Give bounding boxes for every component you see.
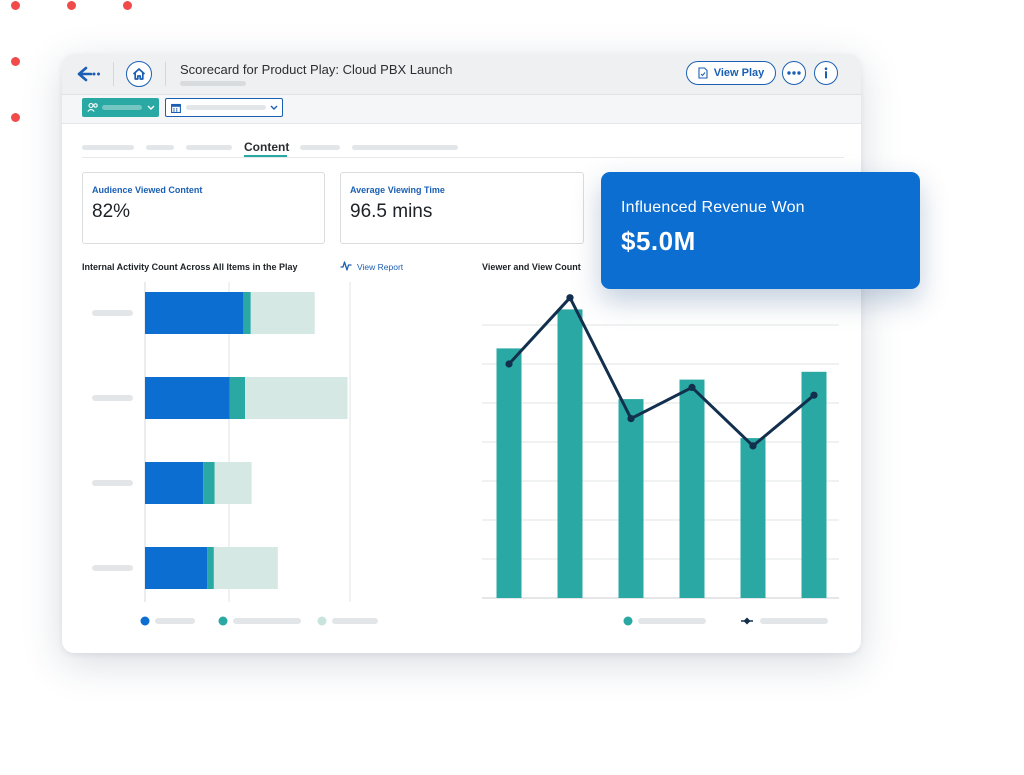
bar-segment	[245, 377, 348, 419]
date-filter-value-placeholder	[186, 105, 266, 110]
bar-segment	[145, 377, 230, 419]
stat-value: 96.5 mins	[350, 201, 433, 222]
calendar-icon	[171, 103, 181, 114]
bar-segment	[250, 292, 315, 334]
page-title: Scorecard for Product Play: Cloud PBX La…	[180, 62, 453, 77]
revenue-label: Influenced Revenue Won	[621, 199, 805, 216]
line-point	[810, 391, 818, 399]
line-point	[627, 415, 635, 423]
home-icon	[132, 68, 146, 80]
back-button[interactable]	[76, 64, 102, 84]
tab-placeholder[interactable]	[352, 145, 458, 150]
series-line	[507, 296, 815, 448]
bar-segment	[145, 547, 208, 589]
legend-marker	[623, 616, 633, 626]
audience-filter-dropdown[interactable]	[82, 98, 159, 117]
filter-bar	[62, 95, 861, 124]
audience-viewed-card: Audience Viewed Content 82%	[82, 172, 325, 244]
stat-label: Audience Viewed Content	[92, 185, 203, 195]
tab-placeholder[interactable]	[300, 145, 340, 150]
title-bar: Scorecard for Product Play: Cloud PBX La…	[62, 54, 861, 95]
audience-icon	[87, 102, 98, 112]
activity-bar-chart	[92, 282, 378, 626]
chevron-down-icon	[147, 105, 155, 110]
average-viewing-time-card: Average Viewing Time 96.5 mins	[340, 172, 584, 244]
category-label-placeholder	[92, 395, 133, 401]
bar-segment	[229, 377, 246, 419]
revenue-value: $5.0M	[621, 226, 696, 256]
line-point	[749, 442, 757, 450]
stat-label: Average Viewing Time	[350, 185, 445, 195]
legend-marker	[743, 617, 751, 625]
info-button[interactable]	[814, 61, 838, 85]
category-label-placeholder	[92, 565, 133, 571]
bar	[801, 371, 827, 598]
legend-marker	[317, 616, 327, 626]
document-icon	[698, 67, 708, 79]
tabs-divider	[82, 157, 844, 158]
bar	[618, 399, 644, 598]
tab-placeholder[interactable]	[82, 145, 134, 150]
divider	[113, 62, 114, 86]
legend-label-placeholder	[155, 618, 195, 624]
bar	[679, 379, 705, 598]
bar-segment	[207, 547, 214, 589]
bar-segment	[145, 292, 244, 334]
decor-dot	[11, 1, 20, 10]
category-label-placeholder	[92, 310, 133, 316]
chevron-down-icon	[270, 105, 278, 110]
legend-label-placeholder	[332, 618, 378, 624]
decor-dot	[11, 57, 20, 66]
bar	[496, 348, 522, 598]
viewer-view-count-chart	[482, 294, 839, 626]
activity-chart-title: Internal Activity Count Across All Items…	[82, 262, 298, 272]
tab-placeholder[interactable]	[186, 145, 232, 150]
legend-label-placeholder	[760, 618, 828, 624]
more-icon	[787, 71, 801, 75]
legend-marker	[140, 616, 150, 626]
legend-label-placeholder	[638, 618, 706, 624]
decor-dot	[11, 113, 20, 122]
line-point	[566, 294, 574, 302]
decor-dot	[67, 1, 76, 10]
view-play-button[interactable]: View Play	[686, 61, 776, 85]
view-report-label: View Report	[357, 262, 404, 272]
line-point	[505, 360, 513, 368]
influenced-revenue-card: Influenced Revenue Won $5.0M	[601, 172, 920, 289]
active-tab-indicator	[244, 155, 287, 157]
bar-segment	[203, 462, 215, 504]
bar-segment	[214, 462, 252, 504]
view-report-link[interactable]: View Report	[340, 260, 404, 274]
app-window: Scorecard for Product Play: Cloud PBX La…	[62, 54, 861, 653]
view-play-label: View Play	[713, 67, 765, 79]
legend-marker	[218, 616, 228, 626]
tab-content[interactable]: Content	[244, 140, 290, 154]
bar-segment	[243, 292, 251, 334]
activity-icon	[340, 261, 352, 271]
bar-segment	[213, 547, 278, 589]
category-label-placeholder	[92, 480, 133, 486]
bar	[740, 438, 766, 598]
legend-label-placeholder	[233, 618, 301, 624]
info-icon	[824, 67, 828, 79]
back-arrow-icon	[77, 66, 100, 82]
bar-segment	[145, 462, 204, 504]
date-filter-dropdown[interactable]	[165, 98, 283, 117]
more-button[interactable]	[782, 61, 806, 85]
tab-placeholder[interactable]	[146, 145, 174, 150]
bar	[557, 309, 583, 598]
viewer-chart-title: Viewer and View Count	[482, 262, 581, 272]
title-subtitle-placeholder	[180, 81, 246, 86]
line-point	[688, 383, 696, 391]
decor-dot	[123, 1, 132, 10]
audience-filter-value-placeholder	[102, 105, 142, 110]
stat-value: 82%	[92, 201, 131, 222]
home-button[interactable]	[126, 61, 152, 87]
divider	[165, 62, 166, 86]
